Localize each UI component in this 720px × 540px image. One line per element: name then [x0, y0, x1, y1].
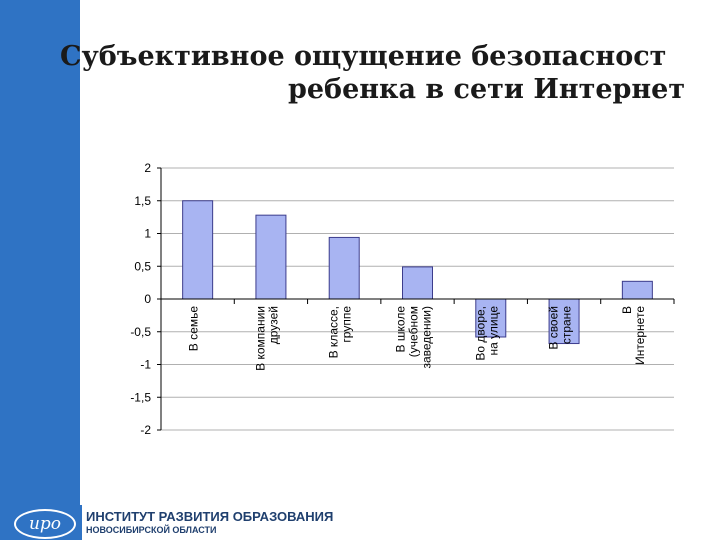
bar: [402, 266, 433, 300]
y-tick-label: -1,5: [130, 390, 151, 404]
bar: [328, 236, 360, 300]
x-category-label: В семье: [187, 306, 201, 352]
x-category-label: В своейстране: [547, 306, 574, 350]
y-tick-label: 0: [144, 292, 151, 306]
y-tick-label: -2: [140, 423, 151, 437]
bar: [182, 200, 214, 300]
x-category-label: ВИнтернете: [620, 306, 647, 365]
bar: [255, 214, 287, 300]
slide-title: Субъективное ощущение безопасност ребенк…: [60, 40, 720, 106]
left-sidebar-band: [0, 0, 80, 540]
y-tick-label: 2: [144, 161, 151, 175]
y-tick-label: -0,5: [130, 325, 151, 339]
bar: [548, 298, 580, 345]
x-category-label: В классе,группе: [327, 306, 354, 359]
bar-chart: 2 1,5 1 0,5 0 -0,5 -1 -1,5 -2 В семье В компаниидр…: [130, 161, 675, 437]
x-category-label: Во дворе,на улице: [473, 306, 500, 361]
y-tick-label: -1: [140, 358, 151, 372]
title-line-1: Субъективное ощущение безопасност: [60, 41, 667, 72]
org-region: НОВОСИБИРСКОЙ ОБЛАСТИ: [86, 525, 217, 535]
bar: [621, 280, 653, 300]
institute-logo: ирo: [14, 509, 76, 539]
title-line-2: ребенка в сети Интернет: [288, 74, 686, 105]
y-tick-label: 1,5: [134, 194, 151, 208]
x-category-label: В школе(учебномзаведении): [394, 306, 434, 369]
footer-divider: [80, 505, 82, 540]
y-tick-label: 0,5: [134, 259, 151, 273]
y-tick-label: 1: [144, 227, 151, 241]
org-name: ИНСТИТУТ РАЗВИТИЯ ОБРАЗОВАНИЯ: [86, 509, 334, 524]
x-category-label: В компаниидрузей: [253, 306, 280, 371]
